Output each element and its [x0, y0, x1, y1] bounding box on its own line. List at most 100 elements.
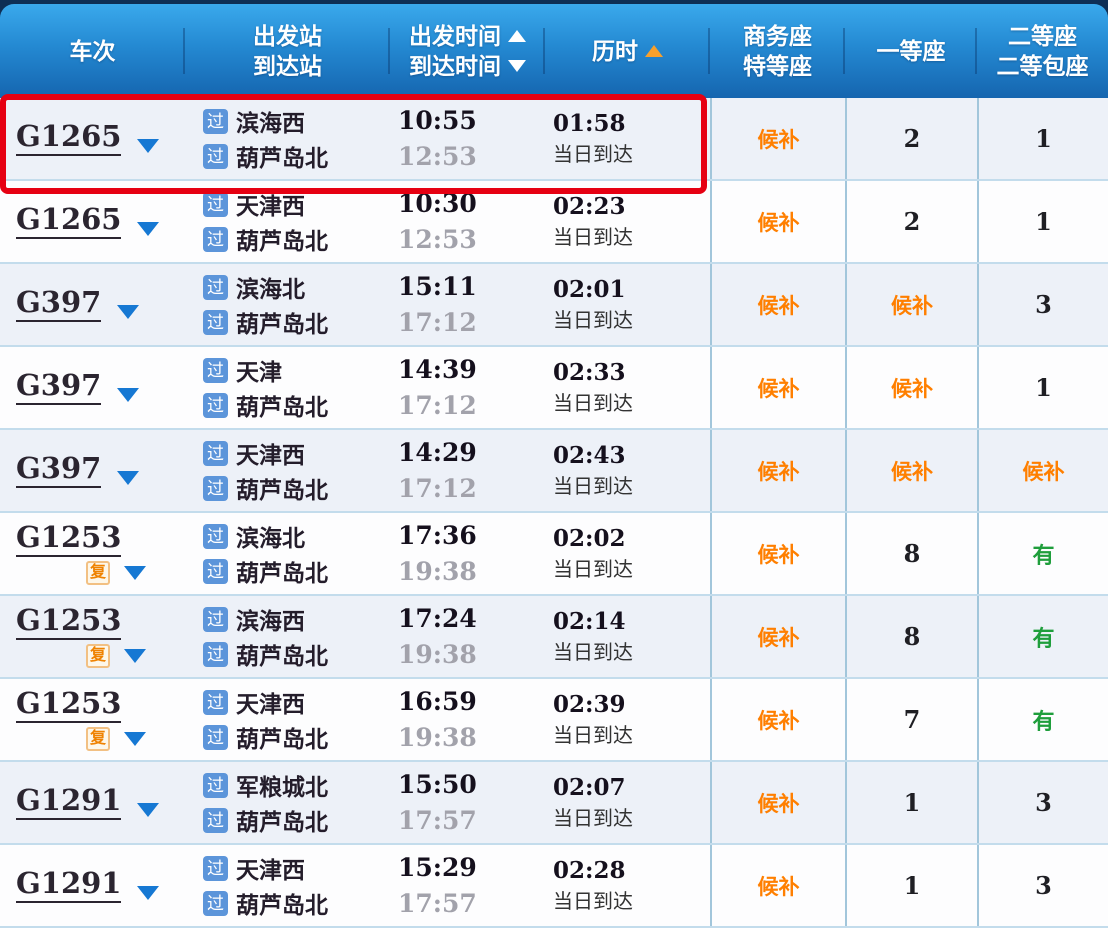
from-station: 天津 [236, 359, 282, 385]
seat-status: 1 [1035, 124, 1052, 153]
business-seat-cell: 候补 [710, 513, 845, 594]
business-seat-cell: 候补 [710, 762, 845, 843]
expand-arrow-icon[interactable] [137, 802, 160, 817]
table-row: G397 过天津 过葫芦岛北 14:39 17:12 02:33 当日到达 候补… [0, 347, 1108, 430]
times-cell: 15:11 17:12 [390, 264, 545, 345]
train-number-link[interactable]: G1265 [16, 121, 122, 156]
second-seat-cell: 候补 [977, 430, 1108, 511]
depart-time: 14:29 [398, 437, 477, 467]
seat-status: 候补 [1022, 460, 1065, 484]
arrival-note: 当日到达 [553, 310, 633, 332]
stations-cell: 过天津西 过葫芦岛北 [185, 845, 390, 926]
pass-badge: 过 [203, 855, 228, 881]
expand-arrow-icon[interactable] [124, 648, 146, 663]
expand-arrow-icon[interactable] [137, 138, 160, 153]
train-number-link[interactable]: G1253 [16, 605, 122, 640]
seat-status: 2 [903, 124, 921, 153]
business-seat-cell: 候补 [710, 679, 845, 760]
first-seat-cell: 候补 [845, 264, 977, 345]
second-seat-cell: 1 [977, 181, 1108, 262]
sort-asc-active-icon[interactable] [645, 45, 663, 57]
pass-badge: 过 [203, 523, 228, 549]
arrive-time: 12:53 [398, 224, 477, 254]
times-cell: 10:55 12:53 [390, 98, 545, 179]
second-seat-cell: 有 [977, 513, 1108, 594]
to-station: 葫芦岛北 [236, 643, 328, 669]
arrival-note: 当日到达 [553, 144, 633, 166]
from-station: 滨海北 [236, 525, 305, 551]
sort-desc-icon[interactable] [508, 60, 526, 72]
train-number-link[interactable]: G1291 [16, 868, 122, 903]
pass-badge: 过 [203, 191, 228, 217]
arrive-time: 12:53 [398, 141, 477, 171]
expand-arrow-icon[interactable] [117, 387, 140, 402]
table-header: 车次 出发站 到达站 出发时间 到达时间 历时 [0, 0, 1108, 98]
duration-value: 02:02 [553, 525, 626, 552]
times-cell: 15:29 17:57 [390, 845, 545, 926]
pass-badge: 过 [203, 772, 228, 798]
arrive-time: 17:57 [398, 805, 477, 835]
duration-cell: 02:07 当日到达 [545, 762, 710, 843]
table-row: G1253 复 过滨海西 过葫芦岛北 17:24 19:38 02:14 当日到… [0, 596, 1108, 679]
times-cell: 14:29 17:12 [390, 430, 545, 511]
col-header-stations: 出发站 到达站 [185, 4, 390, 98]
expand-arrow-icon[interactable] [117, 304, 140, 319]
col-arrive-station-label: 到达站 [253, 53, 322, 79]
pass-badge: 过 [203, 724, 228, 750]
seat-status: 候补 [891, 377, 933, 401]
duration-value: 02:43 [553, 442, 626, 469]
expand-arrow-icon[interactable] [137, 221, 160, 236]
col-business-label: 商务座 [743, 23, 812, 49]
train-cell: G397 [0, 264, 185, 345]
train-number-link[interactable]: G1265 [16, 204, 122, 239]
col-second-label: 二等座 [1008, 23, 1077, 49]
expand-arrow-icon[interactable] [117, 470, 140, 485]
depart-time: 17:24 [398, 603, 477, 633]
train-number-link[interactable]: G1253 [16, 522, 122, 557]
pass-badge: 过 [203, 606, 228, 632]
expand-arrow-icon[interactable] [124, 731, 146, 746]
arrival-note: 当日到达 [553, 725, 633, 747]
pass-badge: 过 [203, 807, 228, 833]
col-header-business: 商务座 特等座 [710, 4, 845, 98]
arrival-note: 当日到达 [553, 642, 633, 664]
seat-status: 有 [1032, 542, 1055, 568]
to-station: 葫芦岛北 [236, 311, 328, 337]
duration-cell: 02:33 当日到达 [545, 347, 710, 428]
from-station: 军粮城北 [236, 774, 328, 800]
first-seat-cell: 7 [845, 679, 977, 760]
col-header-times-sort[interactable]: 出发时间 到达时间 [390, 4, 545, 98]
sort-asc-icon[interactable] [508, 30, 526, 42]
duration-cell: 01:58 当日到达 [545, 98, 710, 179]
seat-status: 1 [1035, 373, 1052, 402]
train-cell: G397 [0, 347, 185, 428]
to-station: 葫芦岛北 [236, 145, 328, 171]
train-number-link[interactable]: G397 [16, 453, 102, 488]
stations-cell: 过天津西 过葫芦岛北 [185, 679, 390, 760]
train-number-link[interactable]: G397 [16, 287, 102, 322]
depart-time: 16:59 [398, 686, 477, 716]
pass-badge: 过 [203, 641, 228, 667]
arrive-time: 17:12 [398, 307, 477, 337]
pass-badge: 过 [203, 689, 228, 715]
train-number-link[interactable]: G397 [16, 370, 102, 405]
expand-arrow-icon[interactable] [124, 565, 146, 580]
seat-status: 1 [1035, 207, 1052, 236]
seat-status: 候补 [757, 294, 800, 318]
expand-arrow-icon[interactable] [137, 885, 160, 900]
to-station: 葫芦岛北 [236, 394, 328, 420]
second-seat-cell: 3 [977, 762, 1108, 843]
col-header-duration-sort[interactable]: 历时 [545, 4, 710, 98]
pass-badge: 过 [203, 108, 228, 134]
col-depart-station-label: 出发站 [253, 23, 322, 49]
train-number-link[interactable]: G1291 [16, 785, 122, 820]
train-number-link[interactable]: G1253 [16, 688, 122, 723]
seat-status: 2 [903, 207, 921, 236]
col-duration-label: 历时 [592, 38, 638, 64]
seat-status: 候补 [757, 460, 800, 484]
business-seat-cell: 候补 [710, 264, 845, 345]
fuxing-badge: 复 [86, 726, 110, 751]
times-cell: 15:50 17:57 [390, 762, 545, 843]
table-row: G1253 复 过天津西 过葫芦岛北 16:59 19:38 02:39 当日到… [0, 679, 1108, 762]
from-station: 天津西 [236, 193, 305, 219]
